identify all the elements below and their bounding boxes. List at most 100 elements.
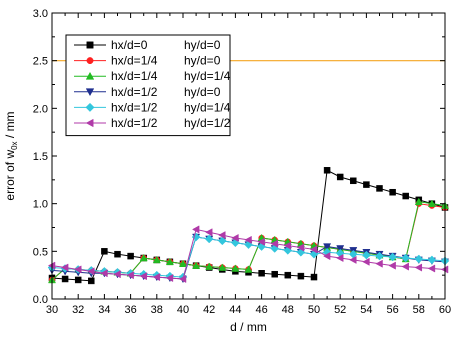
axes-layer: 30 32 34 36 38 40 42 44 46 48 50 52 54 56 58 60 0.0 0.5 1.… bbox=[33, 8, 451, 316]
data-point bbox=[388, 261, 396, 270]
data-point bbox=[244, 265, 253, 273]
data-point bbox=[297, 272, 305, 280]
data-point bbox=[114, 250, 121, 258]
data-point bbox=[309, 245, 318, 254]
data-point bbox=[270, 239, 278, 248]
legend-entry: hx/d=0 hy/d=0 bbox=[74, 38, 221, 52]
data-point bbox=[204, 234, 214, 244]
data-point bbox=[323, 243, 332, 251]
legend-marker bbox=[86, 57, 94, 65]
data-point bbox=[152, 273, 161, 282]
data-point bbox=[350, 177, 357, 185]
data-point bbox=[336, 245, 345, 253]
legend-label-hy: hy/d=0 bbox=[184, 54, 221, 68]
x-axis-title: d / mm bbox=[230, 320, 267, 334]
data-point bbox=[192, 261, 201, 269]
data-point bbox=[427, 199, 436, 207]
data-point bbox=[60, 263, 69, 272]
data-point bbox=[414, 197, 423, 206]
data-point bbox=[61, 275, 69, 283]
data-point bbox=[427, 255, 437, 265]
legend-box bbox=[65, 34, 231, 137]
data-point bbox=[127, 252, 134, 260]
data-point bbox=[362, 257, 370, 266]
legend-label-hy: hy/d=1/2 bbox=[184, 116, 231, 130]
x-tick-label: 58 bbox=[413, 304, 425, 316]
data-point bbox=[113, 270, 121, 279]
legend: hx/d=0 hy/d=0 hx/d=1/4 hy/d=0 hx/d=1/4 hy/d=1… bbox=[65, 34, 231, 137]
data-point bbox=[205, 228, 213, 237]
data-point bbox=[139, 272, 147, 281]
y-tick-label: 0.5 bbox=[33, 246, 48, 258]
y-tick-label: 1.5 bbox=[33, 151, 48, 163]
legend-label-hy: hy/d=0 bbox=[184, 85, 221, 99]
data-point bbox=[414, 254, 424, 264]
legend-label-hy: hy/d=0 bbox=[184, 38, 221, 52]
data-point bbox=[178, 259, 188, 267]
legend-marker bbox=[86, 41, 94, 49]
legend-entry: hx/d=1/2 hy/d=0 bbox=[74, 85, 221, 99]
data-point bbox=[101, 248, 108, 255]
x-tick-label: 38 bbox=[151, 304, 163, 316]
y-tick-label: 0.0 bbox=[33, 294, 48, 306]
x-tick-label: 34 bbox=[98, 304, 110, 316]
data-point bbox=[152, 255, 161, 264]
data-point bbox=[402, 192, 409, 200]
legend-entry: hx/d=1/2 hy/d=1/2 bbox=[74, 116, 231, 130]
x-tick-label: 40 bbox=[177, 304, 189, 316]
data-point bbox=[376, 185, 383, 192]
x-tick-label: 32 bbox=[72, 304, 84, 316]
data-point bbox=[363, 181, 370, 188]
y-axis-title-subscript: 0x bbox=[10, 141, 19, 149]
legend-marker bbox=[85, 118, 94, 128]
data-point bbox=[74, 276, 82, 284]
data-point bbox=[88, 277, 95, 285]
y-tick-label: 2.0 bbox=[33, 103, 48, 115]
data-point bbox=[296, 243, 305, 252]
data-point bbox=[284, 271, 292, 279]
data-point bbox=[231, 233, 239, 243]
y-axis-title-unit: / mm bbox=[3, 111, 17, 141]
data-point bbox=[362, 250, 371, 260]
legend-label-hx: hx/d=1/4 bbox=[111, 69, 158, 83]
data-point bbox=[401, 253, 411, 263]
data-point bbox=[414, 263, 423, 272]
legend-entry: hx/d=1/2 hy/d=1/4 bbox=[74, 100, 231, 114]
data-point bbox=[283, 241, 292, 250]
data-point bbox=[126, 271, 134, 280]
data-point bbox=[205, 262, 214, 270]
data-point bbox=[427, 264, 436, 273]
y-axis-title-main: error of w bbox=[3, 150, 17, 201]
legend-label-hx: hx/d=1/2 bbox=[111, 116, 158, 130]
data-point bbox=[349, 255, 357, 264]
data-point bbox=[389, 188, 396, 196]
data-point bbox=[74, 265, 82, 274]
data-point bbox=[178, 274, 187, 284]
legend-label-hy: hy/d=1/4 bbox=[184, 69, 231, 83]
legend-label-hx: hx/d=0 bbox=[111, 38, 148, 52]
x-tick-label: 56 bbox=[386, 304, 398, 316]
x-tick-label: 54 bbox=[360, 304, 372, 316]
legend-marker bbox=[85, 102, 95, 112]
x-tick-label: 52 bbox=[334, 304, 346, 316]
data-point bbox=[322, 252, 331, 261]
data-point bbox=[231, 264, 240, 272]
data-point bbox=[165, 257, 174, 266]
data-point bbox=[310, 273, 318, 281]
y-tick-label: 3.0 bbox=[33, 8, 48, 20]
data-point bbox=[336, 253, 344, 263]
x-tick-label: 50 bbox=[308, 304, 320, 316]
data-point bbox=[375, 259, 383, 268]
legend-label-hx: hx/d=1/4 bbox=[111, 54, 158, 68]
data-point bbox=[258, 270, 265, 277]
data-point bbox=[139, 253, 148, 262]
legend-entry: hx/d=1/4 hy/d=0 bbox=[74, 54, 221, 68]
y-axis-title: error of w0x / mm bbox=[3, 111, 19, 200]
data-point bbox=[191, 225, 200, 234]
x-tick-label: 44 bbox=[229, 304, 241, 316]
data-point bbox=[100, 269, 108, 278]
legend-marker bbox=[85, 71, 95, 80]
x-tick-label: 42 bbox=[203, 304, 215, 316]
legend-marker bbox=[85, 88, 95, 97]
